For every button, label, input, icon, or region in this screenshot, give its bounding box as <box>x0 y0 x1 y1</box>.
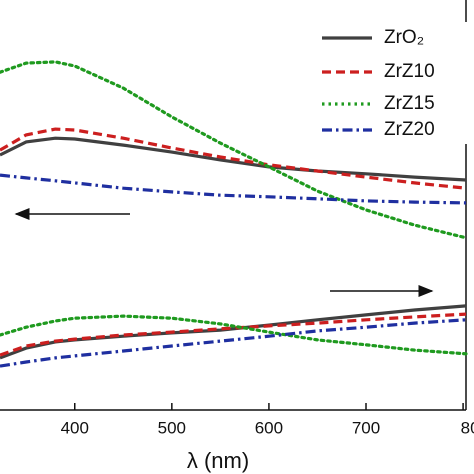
legend-bg <box>318 22 468 144</box>
data-line <box>0 136 467 182</box>
x-axis-label: λ (nm) <box>187 448 249 473</box>
data-line <box>0 127 467 190</box>
data-line <box>0 312 467 357</box>
data-line <box>0 173 467 205</box>
data-line <box>0 314 468 356</box>
legend-label: ZrZ10 <box>384 61 435 82</box>
x-tick-label: 500 <box>158 418 186 437</box>
x-tick-label: 80 <box>461 418 474 437</box>
data-line <box>0 304 467 360</box>
data-line <box>0 60 468 240</box>
legend-label: ZrZ20 <box>384 119 435 140</box>
legend-label: ZrO₂ <box>384 27 424 48</box>
legend-label: ZrZ15 <box>384 93 435 114</box>
x-tick-label: 700 <box>352 418 380 437</box>
data-line <box>0 318 467 368</box>
x-tick-label: 400 <box>61 418 89 437</box>
x-tick-label: 600 <box>255 418 283 437</box>
